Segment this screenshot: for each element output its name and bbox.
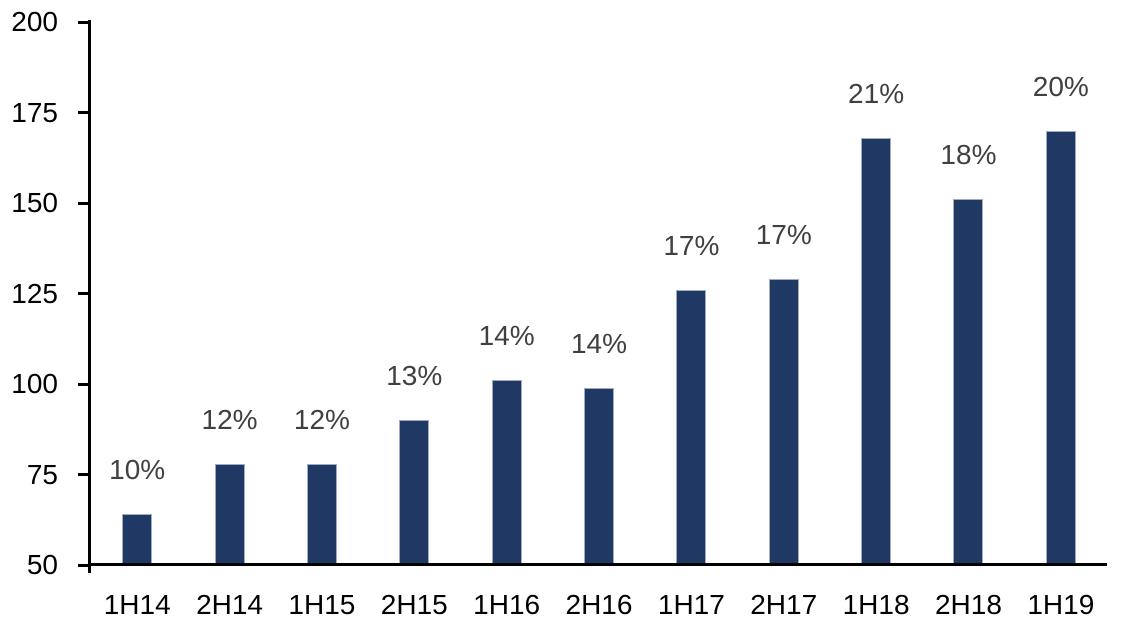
- bar-2H14: [214, 463, 245, 563]
- x-axis-tick-label-1H19: 1H19: [1027, 589, 1095, 620]
- y-axis-tick-mark: [78, 382, 88, 386]
- data-label-2H14: 12%: [201, 403, 258, 435]
- y-axis-tick-mark: [78, 473, 88, 476]
- bar-2H17: [768, 279, 799, 563]
- data-label-1H16: 14%: [478, 320, 535, 352]
- bar-1H18: [861, 137, 892, 563]
- y-axis-tick-label: 50: [26, 549, 58, 580]
- data-label-1H18: 21%: [848, 77, 905, 109]
- y-axis-tick-label: 175: [11, 96, 58, 128]
- y-axis-line: [88, 20, 91, 573]
- x-axis-tick-label-1H15: 1H15: [288, 589, 356, 620]
- bar-1H19: [1045, 130, 1076, 563]
- x-axis-line: [88, 563, 1107, 566]
- data-label-1H15: 12%: [293, 403, 350, 435]
- data-label-2H16: 14%: [570, 327, 628, 359]
- y-axis-tick-label: 125: [11, 277, 58, 309]
- x-axis-tick-label-1H18: 1H18: [842, 589, 910, 620]
- data-label-2H18: 18%: [940, 139, 997, 171]
- bar-2H18: [953, 199, 984, 563]
- x-axis-tick-label-1H16: 1H16: [473, 589, 541, 620]
- bar-2H16: [584, 387, 614, 563]
- data-label-1H17: 17%: [663, 229, 720, 261]
- y-axis-tick-mark: [78, 292, 88, 295]
- bar-1H15: [306, 463, 337, 563]
- x-axis-tick-label-2H15: 2H15: [380, 589, 448, 620]
- bar-2H15: [399, 420, 430, 563]
- x-axis-tick-label-2H16: 2H16: [565, 589, 633, 620]
- y-axis-tick-label: 150: [11, 187, 58, 218]
- data-label-2H17: 17%: [755, 219, 812, 251]
- x-axis-tick-label-1H14: 1H14: [103, 589, 171, 620]
- x-axis-tick-label-2H14: 2H14: [196, 589, 263, 620]
- y-axis-tick-mark: [78, 201, 88, 205]
- y-axis-tick-mark: [78, 20, 88, 24]
- y-axis-tick-label: 100: [11, 368, 58, 399]
- data-label-1H14: 10%: [109, 454, 166, 486]
- data-label-2H15: 13%: [386, 360, 443, 392]
- x-axis-tick-label-2H18: 2H18: [934, 589, 1002, 620]
- y-axis-tick-mark: [78, 563, 88, 567]
- data-label-1H19: 20%: [1032, 70, 1089, 102]
- bar-1H14: [122, 514, 153, 563]
- y-axis-tick-label: 75: [26, 458, 58, 490]
- bar-1H17: [676, 289, 707, 563]
- x-axis-tick-label-1H17: 1H17: [657, 589, 725, 620]
- y-axis-tick-mark: [78, 111, 88, 114]
- y-axis-tick-label: 200: [11, 6, 58, 37]
- bar-1H16: [491, 380, 522, 563]
- x-axis-tick-label-2H17: 2H17: [750, 589, 818, 620]
